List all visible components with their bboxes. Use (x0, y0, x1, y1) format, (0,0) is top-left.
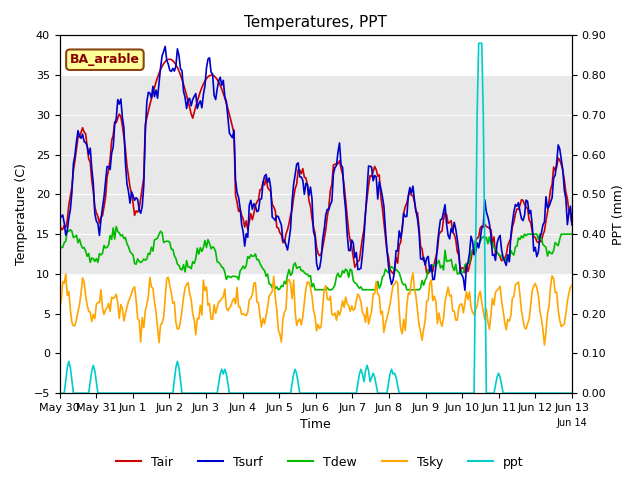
X-axis label: Time: Time (300, 419, 331, 432)
Y-axis label: PPT (mm): PPT (mm) (612, 184, 625, 245)
Y-axis label: Temperature (C): Temperature (C) (15, 163, 28, 265)
Text: Jun 14: Jun 14 (557, 418, 588, 428)
Text: BA_arable: BA_arable (70, 53, 140, 66)
Bar (60, 75, 572, 274)
Title: Temperatures, PPT: Temperatures, PPT (244, 15, 387, 30)
Legend: Tair, Tsurf, Tdew, Tsky, ppt: Tair, Tsurf, Tdew, Tsky, ppt (111, 451, 529, 474)
